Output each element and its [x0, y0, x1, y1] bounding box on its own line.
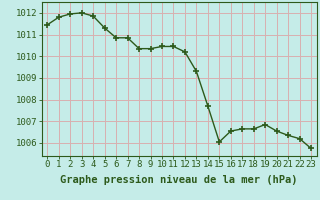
- X-axis label: Graphe pression niveau de la mer (hPa): Graphe pression niveau de la mer (hPa): [60, 175, 298, 185]
